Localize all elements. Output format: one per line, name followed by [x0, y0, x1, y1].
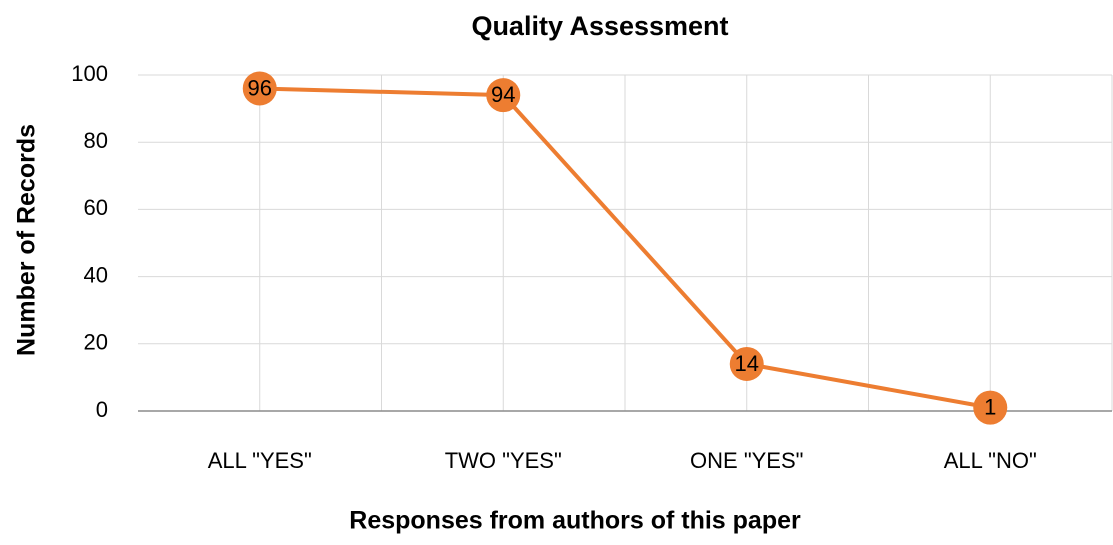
- marker: [973, 390, 1008, 425]
- data-label: 96: [248, 75, 272, 100]
- x-tick-label: ONE "YES": [690, 448, 803, 473]
- marker: [242, 71, 277, 106]
- y-tick-label: 100: [71, 61, 108, 86]
- x-tick-label: ALL "YES": [208, 448, 312, 473]
- chart-title: Quality Assessment: [471, 11, 728, 41]
- marker: [486, 78, 521, 113]
- marker: [729, 346, 764, 381]
- y-axis-label: Number of Records: [13, 124, 41, 356]
- y-tick-label: 40: [84, 262, 108, 287]
- x-tick-label: ALL "NO": [944, 448, 1037, 473]
- y-tick-label: 0: [96, 397, 108, 422]
- y-tick-label: 20: [84, 330, 108, 355]
- y-tick-label: 60: [84, 195, 108, 220]
- data-label: 14: [735, 351, 759, 376]
- x-tick-label: TWO "YES": [445, 448, 562, 473]
- x-axis-label: Responses from authors of this paper: [349, 507, 801, 535]
- line: [259, 86, 991, 410]
- data-label: 1: [984, 394, 996, 419]
- y-tick-label: 80: [84, 128, 108, 153]
- data-label: 94: [491, 82, 515, 107]
